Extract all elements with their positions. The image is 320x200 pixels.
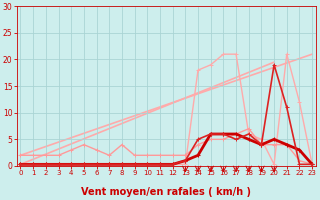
X-axis label: Vent moyen/en rafales ( km/h ): Vent moyen/en rafales ( km/h )	[81, 187, 251, 197]
